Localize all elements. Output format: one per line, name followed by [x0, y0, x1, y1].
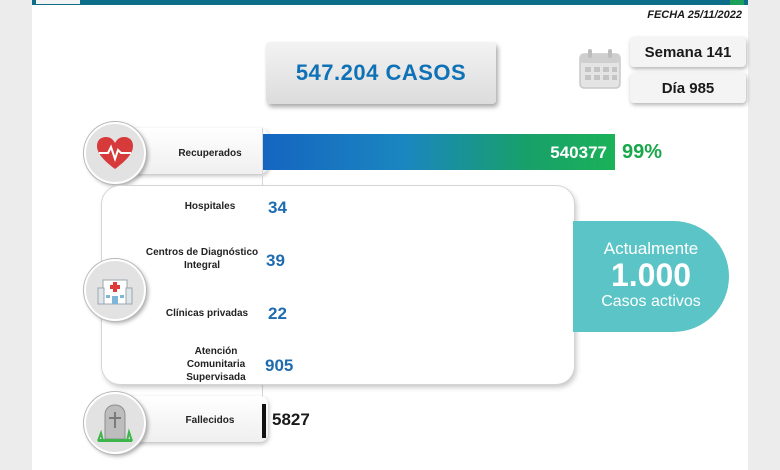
active-count: 1.000: [610, 257, 692, 293]
heart-pulse-icon: [84, 122, 146, 184]
facility-value-hospitals: 34: [268, 198, 287, 217]
report-date: FECHA 25/11/2022: [647, 9, 742, 21]
facility-label-cdi: Centros de Diagnóstico Integral: [145, 247, 259, 271]
banner-logo-strip: [36, 0, 80, 4]
hospital-icon: [84, 259, 146, 321]
report-sheet: FECHA 25/11/2022 547.204 CASOS Semana 14…: [32, 0, 748, 470]
gravestone-icon: [84, 392, 146, 454]
active-title: Actualmente: [603, 239, 699, 258]
facility-value-cdi: 39: [266, 251, 285, 270]
deaths-value: 5827: [272, 410, 310, 429]
day-badge: Día 985: [630, 73, 746, 103]
recovered-progress-bar: 540377: [263, 134, 615, 170]
recovered-label: Recuperados: [178, 148, 242, 159]
total-cases-box: 547.204 CASOS: [266, 42, 496, 104]
facility-label-hospitals: Hospitales: [184, 201, 236, 212]
active-caption: Casos activos: [601, 293, 701, 310]
facility-value-private-clinics: 22: [268, 304, 287, 323]
week-badge: Semana 141: [630, 37, 746, 67]
active-cases-badge: Actualmente 1.000 Casos activos: [573, 221, 729, 332]
calendar-icon: [578, 47, 622, 91]
top-banner: [32, 0, 748, 5]
deaths-label: Fallecidos: [185, 415, 235, 426]
facility-label-community-care: Atención Comunitaria Supervisada: [186, 346, 246, 383]
recovered-percent: 99%: [622, 141, 663, 163]
deaths-marker: [262, 404, 266, 438]
facility-value-community-care: 905: [265, 356, 294, 375]
recovered-value: 540377: [550, 143, 607, 162]
banner-accent: [730, 0, 744, 5]
facility-label-private-clinics: Clínicas privadas: [165, 308, 249, 319]
total-cases-label: 547.204 CASOS: [295, 60, 467, 85]
facilities-panel: [102, 186, 574, 384]
